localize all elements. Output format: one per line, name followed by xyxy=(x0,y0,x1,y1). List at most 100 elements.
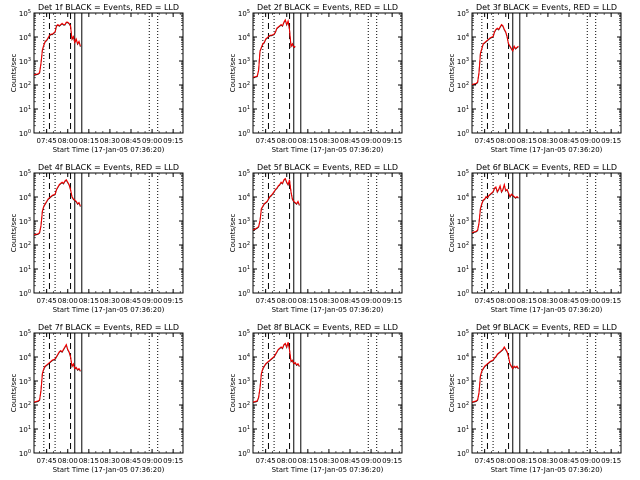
panel-title: Det 6f BLACK = Events, RED = LLD xyxy=(476,163,617,172)
lld-series-line xyxy=(252,341,300,403)
y-tick-exponent: 5 xyxy=(247,329,250,335)
y-tick-label: 102 xyxy=(19,241,31,250)
x-tick-label: 08:45 xyxy=(121,457,141,465)
panel: Det 1f BLACK = Events, RED = LLD10010110… xyxy=(10,3,184,154)
x-tick-label: 08:30 xyxy=(319,457,339,465)
x-tick-label: 07:45 xyxy=(475,297,495,305)
x-tick-label: 08:45 xyxy=(340,137,360,145)
panel: Det 7f BLACK = Events, RED = LLD10010110… xyxy=(10,323,184,474)
y-tick-exponent: 4 xyxy=(247,33,250,39)
y-tick-label: 102 xyxy=(238,241,250,250)
y-tick-exponent: 4 xyxy=(466,353,469,359)
y-tick-exponent: 1 xyxy=(28,105,31,111)
y-tick-exponent: 1 xyxy=(466,425,469,431)
y-tick-label: 104 xyxy=(457,193,469,202)
x-tick-label: 09:00 xyxy=(361,137,381,145)
y-tick-exponent: 4 xyxy=(28,33,31,39)
x-tick-label: 08:15 xyxy=(298,297,318,305)
y-tick-exponent: 4 xyxy=(247,193,250,199)
y-tick-exponent: 2 xyxy=(247,401,250,407)
y-tick-exponent: 0 xyxy=(28,129,31,135)
y-tick-label: 104 xyxy=(19,193,31,202)
plot-frame xyxy=(471,172,622,294)
x-tick-label: 08:00 xyxy=(277,137,297,145)
x-tick-label: 09:00 xyxy=(142,297,162,305)
x-axis-label: Start Time (17-Jan-05 07:36:20) xyxy=(272,466,384,474)
x-tick-label: 08:00 xyxy=(277,297,297,305)
x-tick-label: 07:45 xyxy=(37,457,57,465)
y-tick-label: 102 xyxy=(457,401,469,410)
x-tick-label: 08:15 xyxy=(517,297,537,305)
y-tick-label: 104 xyxy=(238,353,250,362)
y-tick-label: 104 xyxy=(457,33,469,42)
y-tick-exponent: 3 xyxy=(466,217,469,223)
y-tick-label: 100 xyxy=(238,289,250,298)
y-axis-label: Counts/sec xyxy=(448,374,456,413)
y-axis-label: Counts/sec xyxy=(229,374,237,413)
y-tick-label: 105 xyxy=(19,329,31,338)
y-tick-exponent: 2 xyxy=(466,401,469,407)
y-axis-label: Counts/sec xyxy=(229,214,237,253)
panel-title: Det 2f BLACK = Events, RED = LLD xyxy=(257,3,398,12)
x-tick-label: 08:15 xyxy=(517,457,537,465)
x-axis-label: Start Time (17-Jan-05 07:36:20) xyxy=(491,146,603,154)
x-tick-label: 08:00 xyxy=(496,457,516,465)
y-tick-label: 103 xyxy=(238,217,250,226)
x-tick-label: 08:00 xyxy=(277,457,297,465)
y-tick-exponent: 4 xyxy=(28,353,31,359)
y-tick-exponent: 4 xyxy=(466,33,469,39)
x-tick-label: 08:15 xyxy=(298,137,318,145)
x-tick-label: 08:00 xyxy=(496,137,516,145)
x-tick-label: 09:00 xyxy=(142,137,162,145)
y-tick-label: 105 xyxy=(457,9,469,18)
y-tick-exponent: 0 xyxy=(466,449,469,455)
y-tick-label: 103 xyxy=(19,377,31,386)
y-tick-label: 101 xyxy=(238,425,250,434)
x-tick-label: 08:30 xyxy=(100,457,120,465)
y-tick-label: 104 xyxy=(19,33,31,42)
x-tick-label: 08:45 xyxy=(559,297,579,305)
x-tick-label: 08:30 xyxy=(538,297,558,305)
y-tick-exponent: 0 xyxy=(247,129,250,135)
x-tick-label: 08:45 xyxy=(121,297,141,305)
x-tick-label: 09:15 xyxy=(382,457,402,465)
y-tick-label: 100 xyxy=(238,449,250,458)
lld-series-line xyxy=(471,182,519,233)
y-tick-exponent: 3 xyxy=(28,377,31,383)
y-tick-label: 100 xyxy=(19,449,31,458)
x-tick-label: 07:45 xyxy=(37,297,57,305)
x-tick-label: 08:30 xyxy=(319,137,339,145)
y-tick-label: 101 xyxy=(19,105,31,114)
y-tick-exponent: 1 xyxy=(466,265,469,271)
x-tick-label: 08:15 xyxy=(298,457,318,465)
y-tick-exponent: 1 xyxy=(466,105,469,111)
x-axis-label: Start Time (17-Jan-05 07:36:20) xyxy=(272,306,384,314)
plot-frame xyxy=(33,12,184,134)
x-tick-label: 09:15 xyxy=(163,137,183,145)
y-axis-label: Counts/sec xyxy=(448,214,456,253)
x-tick-label: 09:15 xyxy=(163,457,183,465)
y-tick-exponent: 0 xyxy=(247,449,250,455)
y-tick-exponent: 0 xyxy=(28,289,31,295)
y-tick-label: 100 xyxy=(457,449,469,458)
x-tick-label: 07:45 xyxy=(475,457,495,465)
y-tick-label: 103 xyxy=(457,57,469,66)
y-tick-label: 105 xyxy=(238,329,250,338)
y-tick-label: 101 xyxy=(19,425,31,434)
x-axis-label: Start Time (17-Jan-05 07:36:20) xyxy=(53,306,165,314)
panel: Det 3f BLACK = Events, RED = LLD10010110… xyxy=(448,3,622,154)
x-tick-label: 08:45 xyxy=(121,137,141,145)
x-tick-label: 09:15 xyxy=(163,297,183,305)
x-tick-label: 09:15 xyxy=(382,297,402,305)
panel-title: Det 5f BLACK = Events, RED = LLD xyxy=(257,163,398,172)
y-tick-exponent: 1 xyxy=(28,265,31,271)
plot-frame xyxy=(33,172,184,294)
y-tick-exponent: 3 xyxy=(28,217,31,223)
y-tick-label: 105 xyxy=(457,329,469,338)
x-tick-label: 09:00 xyxy=(361,457,381,465)
y-tick-exponent: 0 xyxy=(28,449,31,455)
y-tick-exponent: 2 xyxy=(28,81,31,87)
x-tick-label: 09:00 xyxy=(580,297,600,305)
y-tick-exponent: 3 xyxy=(466,57,469,63)
